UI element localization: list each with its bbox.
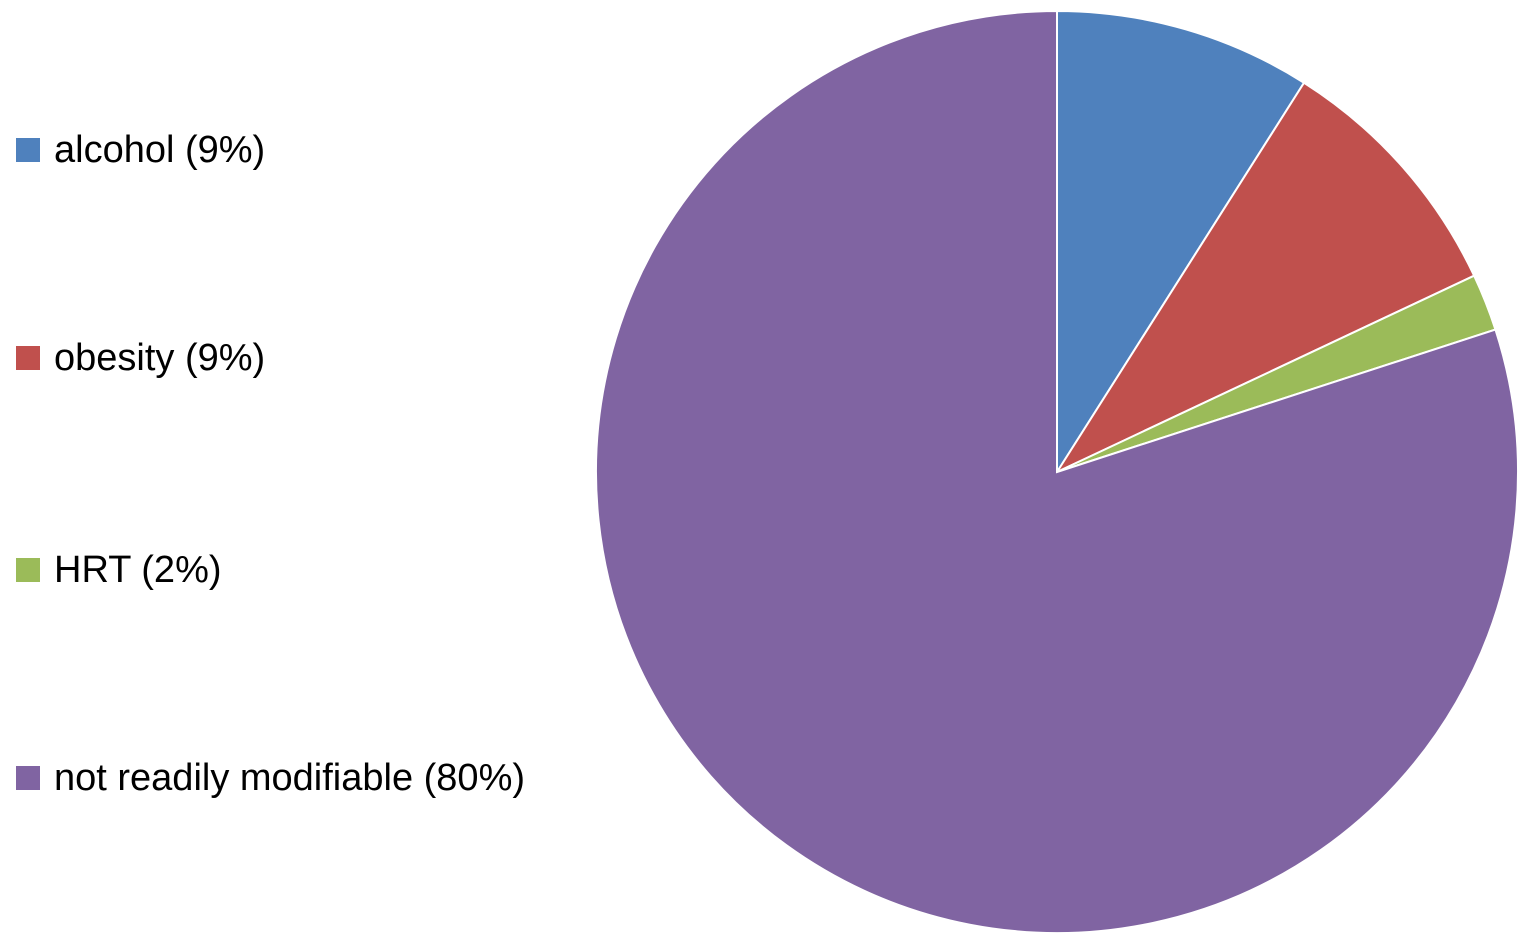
- pie-slice-obesity: [1054, 81, 1476, 475]
- legend-swatch-not-readily-modifiable: [16, 766, 40, 790]
- legend-label-obesity: obesity (9%): [54, 336, 266, 379]
- legend-item-not-readily-modifiable: not readily modifiable (80%): [16, 753, 525, 803]
- legend-item-hrt: HRT (2%): [16, 545, 222, 595]
- legend-item-obesity: obesity (9%): [16, 333, 265, 383]
- legend-item-alcohol: alcohol (9%): [16, 125, 265, 175]
- legend-label-hrt: HRT (2%): [54, 548, 222, 591]
- pie-slice-alcohol: [1056, 9, 1306, 476]
- pie-slice-not-readily-modifiable: [595, 9, 1518, 934]
- legend-label-not-readily-modifiable: not readily modifiable (80%): [54, 756, 526, 799]
- legend-swatch-hrt: [16, 558, 40, 582]
- chart-legend: alcohol (9%) obesity (9%) HRT (2%) not r…: [0, 0, 620, 937]
- legend-swatch-obesity: [16, 346, 40, 370]
- legend-label-alcohol: alcohol (9%): [54, 128, 266, 171]
- legend-swatch-alcohol: [16, 138, 40, 162]
